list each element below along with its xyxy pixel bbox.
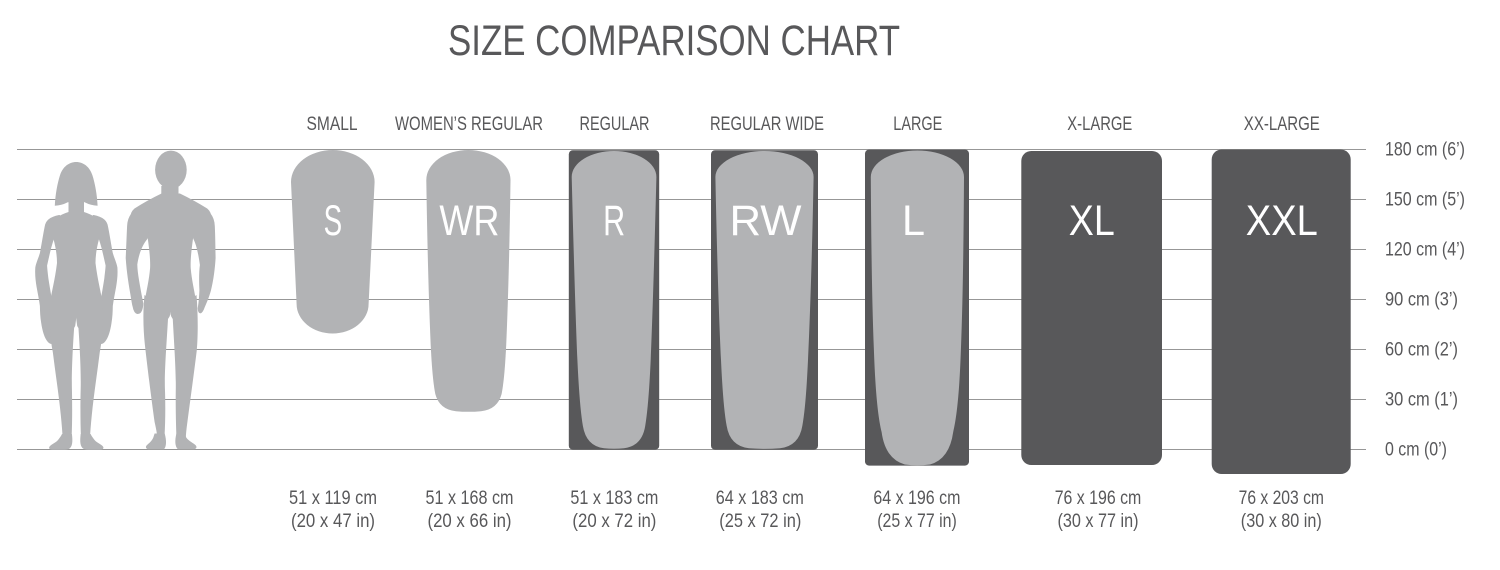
svg-text:RW: RW bbox=[730, 197, 802, 245]
svg-text:X-LARGE: X-LARGE bbox=[1067, 113, 1132, 135]
svg-text:WOMEN’S REGULAR: WOMEN’S REGULAR bbox=[395, 113, 543, 135]
svg-text:SIZE COMPARISON CHART: SIZE COMPARISON CHART bbox=[448, 17, 900, 65]
svg-text:WR: WR bbox=[439, 197, 499, 245]
svg-text:(20 x 47 in): (20 x 47 in) bbox=[291, 511, 375, 532]
svg-text:90 cm (3’): 90 cm (3’) bbox=[1385, 290, 1458, 311]
svg-text:(25 x 77 in): (25 x 77 in) bbox=[877, 511, 957, 532]
svg-text:60 cm (2’): 60 cm (2’) bbox=[1385, 340, 1458, 361]
svg-text:(20 x 72 in): (20 x 72 in) bbox=[572, 511, 656, 532]
svg-text:51 x 183 cm: 51 x 183 cm bbox=[570, 488, 658, 509]
svg-text:76 x 196 cm: 76 x 196 cm bbox=[1055, 488, 1142, 509]
svg-text:XL: XL bbox=[1069, 197, 1115, 245]
svg-text:64 x 183 cm: 64 x 183 cm bbox=[716, 488, 804, 509]
svg-text:(20 x 66 in): (20 x 66 in) bbox=[428, 511, 512, 532]
svg-text:(25 x 72 in): (25 x 72 in) bbox=[719, 511, 801, 532]
svg-text:XXL: XXL bbox=[1246, 197, 1318, 245]
svg-text:51 x 119 cm: 51 x 119 cm bbox=[289, 488, 377, 509]
svg-text:150 cm (5’): 150 cm (5’) bbox=[1385, 190, 1465, 211]
svg-text:S: S bbox=[324, 197, 343, 245]
svg-text:180 cm (6’): 180 cm (6’) bbox=[1385, 140, 1465, 161]
svg-text:120 cm (4’): 120 cm (4’) bbox=[1385, 240, 1465, 261]
svg-text:XX-LARGE: XX-LARGE bbox=[1244, 113, 1320, 135]
svg-text:(30 x 80 in): (30 x 80 in) bbox=[1241, 511, 1322, 532]
svg-text:0 cm (0’): 0 cm (0’) bbox=[1385, 440, 1447, 461]
svg-text:64 x 196 cm: 64 x 196 cm bbox=[873, 488, 960, 509]
svg-text:(30 x 77 in): (30 x 77 in) bbox=[1058, 511, 1139, 532]
svg-text:R: R bbox=[603, 197, 625, 245]
svg-text:SMALL: SMALL bbox=[307, 113, 358, 135]
svg-text:30 cm (1’): 30 cm (1’) bbox=[1385, 390, 1458, 411]
svg-text:LARGE: LARGE bbox=[893, 113, 942, 135]
svg-text:L: L bbox=[902, 197, 925, 245]
svg-text:REGULAR: REGULAR bbox=[580, 113, 650, 135]
svg-text:51 x 168 cm: 51 x 168 cm bbox=[426, 488, 514, 509]
svg-text:REGULAR WIDE: REGULAR WIDE bbox=[710, 113, 824, 135]
svg-text:76 x 203 cm: 76 x 203 cm bbox=[1239, 488, 1324, 509]
